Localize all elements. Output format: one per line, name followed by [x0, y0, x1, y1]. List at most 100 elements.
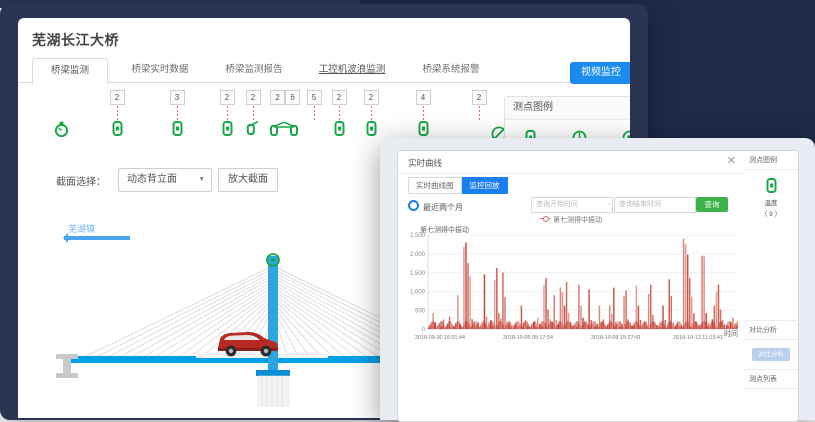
svg-text:500: 500: [415, 308, 426, 314]
sensor-leader-line: [252, 106, 254, 120]
badge-row: 2 6: [267, 90, 303, 105]
zoom-section-button[interactable]: 放大截面: [218, 168, 278, 192]
cable-sensor-icon[interactable]: [240, 120, 266, 136]
sensor-leader-line: [226, 106, 228, 120]
sensor-badge: 2: [270, 90, 285, 105]
dialog-title: 实时曲线: [408, 158, 443, 168]
pier-foundation: [257, 375, 290, 407]
svg-text:2018-10-09 15:27:41: 2018-10-09 15:27:41: [591, 335, 641, 341]
tab-bridge-monitoring[interactable]: 桥梁监测: [32, 58, 108, 84]
sensor-node-5[interactable]: 2: [240, 90, 266, 136]
badge-row: 2: [104, 90, 130, 105]
sensor-badge: 5: [306, 90, 322, 105]
rail-compare-section: 对比分析: [744, 320, 798, 340]
direction-arrow-icon: [63, 233, 130, 243]
left-abutment: [56, 354, 78, 378]
dialog-header: 实时曲线 ✕: [398, 151, 744, 174]
realtime-curve-content: 实时曲线 ✕ 实时曲线图 监控回放 最近两个月 查询开始时间 - 查询结束时间 …: [397, 150, 799, 422]
rail-sensor-label: 温度: [764, 200, 778, 207]
stay-cables-left: [77, 265, 274, 361]
sensor-leader-line: [478, 106, 480, 120]
tab-realtime-curve-chart[interactable]: 实时曲线图: [408, 177, 462, 194]
sensor-badge: 2: [219, 90, 235, 105]
badge-row: 2: [240, 90, 266, 105]
sensor-badge: 2: [245, 90, 261, 105]
badge-row: 5: [301, 90, 327, 105]
close-icon[interactable]: ✕: [726, 155, 736, 167]
bridge-svg: [56, 253, 630, 407]
start-time-input[interactable]: 查询开始时间: [531, 197, 613, 213]
sensor-node-4[interactable]: 2: [214, 90, 240, 136]
vibration-chart: 第七测得中振动 时间 500 1,000 1,500 2,000 2,500 0 2018-…: [398, 225, 744, 355]
chart-legend[interactable]: 第七测得中振动: [398, 215, 744, 225]
page-title: 芜湖长江大桥: [32, 32, 119, 48]
end-time-input[interactable]: 查询结束时间: [614, 197, 696, 213]
displacement-sensor-icon[interactable]: [326, 121, 352, 136]
bridge-deck: [66, 356, 406, 363]
sensor-node-7[interactable]: 5: [301, 90, 327, 136]
rail-sensor-count: （ 9 ）: [760, 211, 782, 218]
vehicle-icon: [218, 332, 278, 357]
sensor-badge: 2: [471, 90, 487, 105]
section-select-value: 动态背立面: [127, 174, 177, 185]
radio-label: 最近两个月: [423, 203, 463, 212]
compare-analysis-button[interactable]: 对比分析: [752, 348, 790, 361]
chart-canvas: 500 1,000 1,500 2,000 2,500 0 2018-09-30 16:01…: [410, 233, 738, 341]
sensor-leader-line: [313, 106, 315, 120]
tab-bridge-realtime-data[interactable]: 桥梁实时数据: [131, 64, 189, 75]
svg-text:2018-09-30 16:01:44: 2018-09-30 16:01:44: [415, 335, 465, 341]
pylon-sensor-icon: [266, 253, 280, 267]
displacement-sensor-icon[interactable]: [358, 121, 384, 136]
sensor-badge: 2: [363, 90, 379, 105]
badge-row: [48, 90, 74, 104]
sensor-node-8[interactable]: 2: [326, 90, 352, 136]
badge-row: 2: [326, 90, 352, 105]
svg-text:0: 0: [422, 327, 426, 333]
legend-marker-icon: [540, 216, 550, 222]
sensor-leader-line: [176, 106, 178, 120]
displacement-sensor-icon[interactable]: [214, 121, 240, 136]
badge-row: 2: [466, 90, 492, 105]
filter-row: 最近两个月 查询开始时间 - 查询结束时间 查询: [398, 197, 744, 217]
sensor-node-2[interactable]: 2: [104, 90, 130, 136]
section-select[interactable]: 动态背立面 ▼: [118, 168, 212, 192]
query-button[interactable]: 查询: [696, 197, 728, 212]
tab-bridge-system-alarm[interactable]: 桥梁系统报警: [422, 64, 480, 75]
video-monitoring-button[interactable]: 视频监控: [570, 62, 630, 84]
chart-xlabel: 时间: [724, 331, 738, 338]
tab-industrial-wave-monitor[interactable]: 工控机波浪监测: [318, 64, 386, 75]
sensor-node-10[interactable]: 4: [410, 90, 436, 136]
chevron-down-icon: ▼: [198, 176, 205, 183]
tab-bridge-monitor-report[interactable]: 桥梁监测报告: [225, 64, 283, 75]
badge-row: 4: [410, 90, 436, 105]
rail-sensor-temperature[interactable]: 温度 （ 9 ）: [744, 170, 798, 224]
sensor-node-1[interactable]: [48, 90, 74, 138]
recent-two-months-radio[interactable]: 最近两个月: [408, 200, 463, 213]
rail-list-section: 测点列表: [744, 369, 798, 389]
cable-sensor-icon[interactable]: [267, 121, 303, 136]
displacement-sensor-icon[interactable]: [104, 121, 130, 136]
radio-dot-icon: [408, 200, 419, 211]
displacement-sensor-icon[interactable]: [164, 121, 190, 136]
svg-text:2,000: 2,000: [410, 252, 426, 258]
svg-text:1,500: 1,500: [410, 271, 426, 277]
gauge-sensor-icon[interactable]: [48, 121, 74, 138]
sensor-leader-line: [370, 106, 372, 120]
sensor-leader-line: [422, 106, 424, 120]
sensor-node-9[interactable]: 2: [358, 90, 384, 136]
sensor-badge: 4: [415, 90, 431, 105]
section-selector-label: 截面选择：: [56, 177, 106, 188]
dialog-tab-bar: 实时曲线图 监控回放: [408, 177, 508, 194]
sensor-node-6[interactable]: 2 6: [267, 90, 303, 136]
tab-monitor-playback[interactable]: 监控回放: [461, 177, 508, 194]
sensor-badge: 2: [109, 90, 125, 105]
svg-text:2,500: 2,500: [410, 233, 426, 239]
sensor-node-3[interactable]: 3: [164, 90, 190, 136]
sensor-leader-line: [116, 106, 118, 120]
bridge-pylon: [268, 256, 278, 406]
displacement-sensor-icon[interactable]: [410, 121, 436, 136]
date-range-separator: -: [608, 199, 611, 208]
right-rail: 测点图例 温度 （ 9 ） 对比分析 对比分析 测点列表: [744, 151, 798, 421]
rail-compare-header: 对比分析: [749, 327, 777, 334]
sensor-node-11[interactable]: 2: [466, 90, 492, 136]
